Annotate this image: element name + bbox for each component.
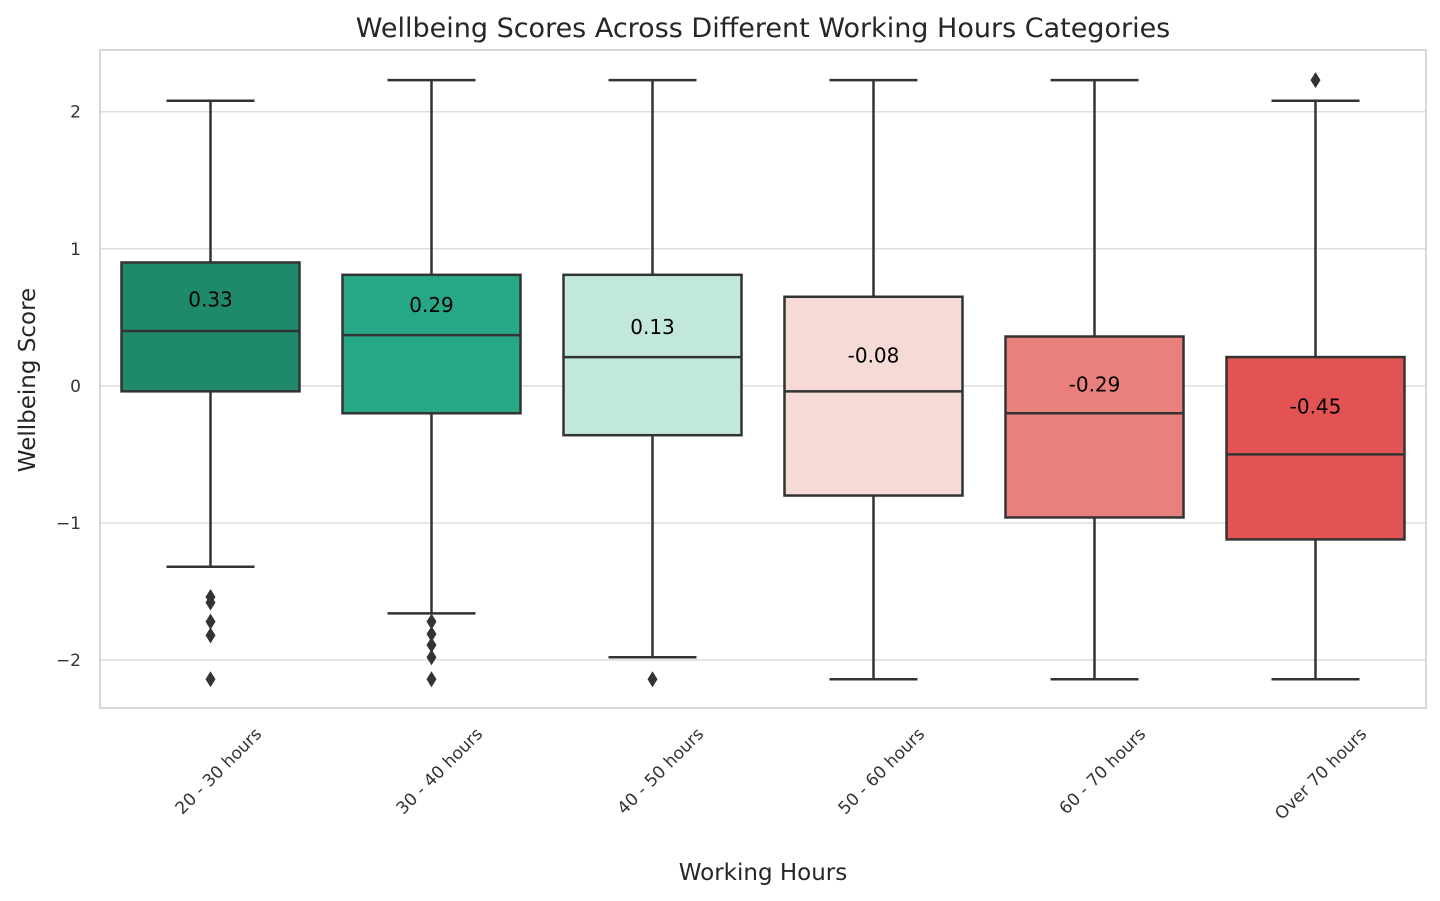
y-axis-label: Wellbeing Score [15, 288, 41, 472]
outlier-point [205, 613, 216, 630]
x-tick-label: 50 - 60 hours [835, 724, 929, 818]
x-tick-labels: 20 - 30 hours 30 - 40 hours 40 - 50 hours 5… [172, 724, 1371, 824]
x-axis-label: Working Hours [679, 860, 848, 886]
box-group: -0.08 [783, 78, 964, 681]
y-tick-labels: 2 1 0 −1 −2 [56, 103, 81, 671]
x-tick-label: 30 - 40 hours [393, 724, 487, 818]
box-iqr [120, 261, 301, 393]
y-tick-label: 0 [70, 377, 81, 397]
box-group: -0.29 [1004, 78, 1185, 681]
box-group: -0.45 [1225, 72, 1406, 681]
outlier-point [426, 613, 437, 630]
box-iqr [1225, 355, 1406, 541]
box-iqr [562, 273, 743, 437]
outlier-point [426, 671, 437, 688]
box-group: 0.33 [120, 99, 301, 688]
box-group: 0.13 [562, 78, 743, 688]
chart-title: Wellbeing Scores Across Different Workin… [356, 13, 1171, 44]
box-iqr [1004, 335, 1185, 519]
gridlines [100, 110, 1426, 661]
outlier-point [426, 649, 437, 666]
box-group: 0.29 [341, 78, 522, 688]
x-tick-label: 60 - 70 hours [1056, 724, 1150, 818]
outlier-point [1310, 72, 1321, 89]
boxes: 0.33 0.29 0.13 -0.08 -0.29 -0.45 [120, 72, 1406, 688]
y-tick-label: −2 [56, 651, 81, 671]
outlier-point [647, 671, 658, 688]
y-tick-label: 1 [70, 240, 81, 260]
y-tick-label: 2 [70, 103, 81, 123]
mean-label: -0.45 [1290, 394, 1342, 418]
mean-label: 0.29 [409, 293, 454, 317]
outlier-point [205, 594, 216, 611]
box-iqr [783, 295, 964, 497]
mean-label: -0.29 [1069, 372, 1121, 396]
outlier-point [426, 625, 437, 642]
outlier-point [205, 671, 216, 688]
outlier-point [426, 636, 437, 653]
x-tick-label: 40 - 50 hours [614, 724, 708, 818]
plot-frame [99, 49, 1427, 709]
box-iqr [341, 273, 522, 415]
mean-label: -0.08 [848, 344, 900, 368]
outlier-point [205, 627, 216, 644]
x-tick-label: 20 - 30 hours [172, 724, 266, 818]
y-tick-label: −1 [56, 514, 81, 534]
mean-label: 0.33 [188, 287, 233, 311]
x-tick-label: Over 70 hours [1271, 724, 1371, 824]
mean-label: 0.13 [630, 315, 675, 339]
